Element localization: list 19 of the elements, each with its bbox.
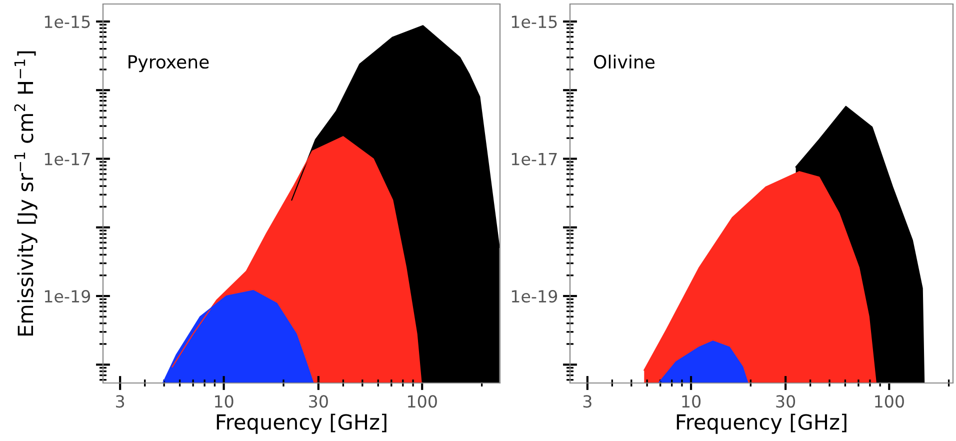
annotation: Olivine [594,54,655,69]
y-tick-label: 1e-17 [44,152,90,166]
y-tick-label: 1e-19 [44,290,90,303]
x-axis-title: Frequency [GHz] [216,414,386,434]
x-tick-label: 30 [309,395,328,408]
x-tick-label: 10 [215,395,234,408]
x-tick-label: 3 [583,395,592,408]
y-tick-label: 1e-15 [512,16,557,28]
annotation: Pyroxene [128,55,209,72]
x-tick-label: 100 [875,395,904,408]
x-axis-title: Frequency [GHz] [676,414,846,434]
x-tick-label: 3 [116,395,124,408]
y-tick-label: 1e-19 [512,290,558,303]
x-tick-label: 30 [776,395,796,408]
y-axis-title: Emissivity [Jy sr$^{−1}$ cm$^{2}$ H$^{−1}$] [14,51,38,336]
x-tick-label: 10 [682,395,701,408]
x-tick-label: 100 [408,395,437,408]
y-tick-label: 1e-15 [44,16,90,28]
y-tick-label: 1e-17 [512,152,557,166]
